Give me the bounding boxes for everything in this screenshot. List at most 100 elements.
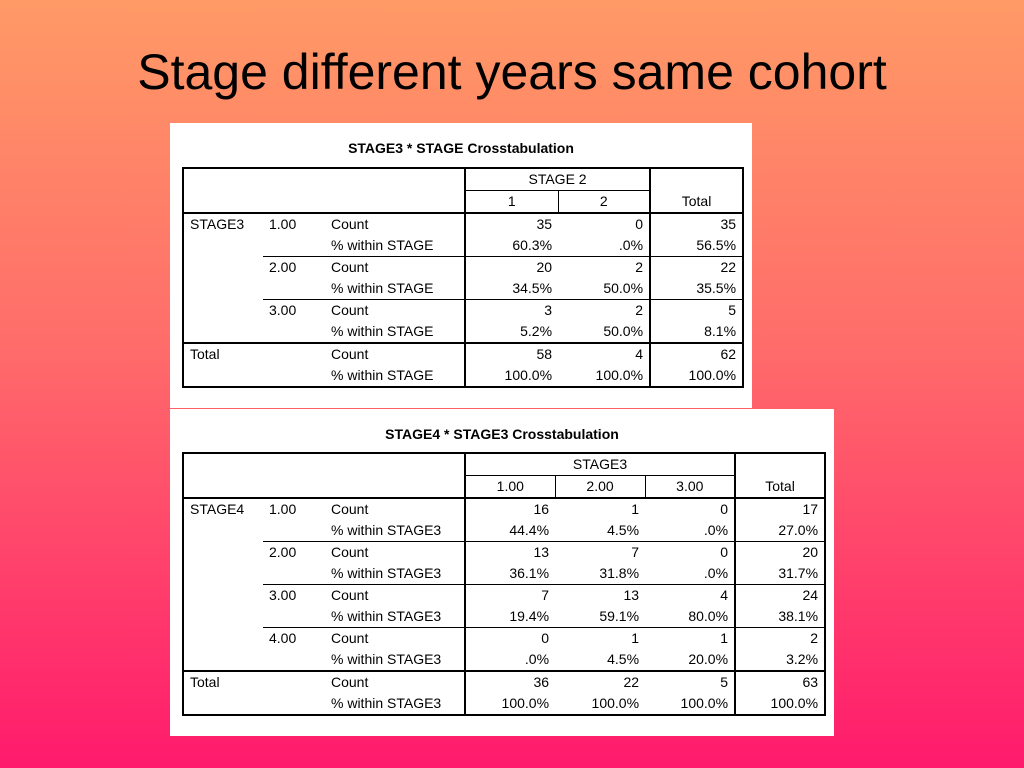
value-cell: 59.1% [599,608,640,624]
value-cell: 50.0% [603,280,644,296]
percent-label: % within STAGE3 [331,522,442,538]
percent-label: % within STAGE3 [331,695,442,711]
total-row-label: Total [183,670,263,693]
value-cell: .0% [618,237,644,253]
table-row: STAGE3 1.00 Count 35 0 35 [183,212,744,235]
total-cell: 8.1% [649,321,744,343]
count-label: Count [325,670,466,693]
count-label: Count [325,497,466,520]
table-row: % within STAGE 60.3% .0% 56.5% [183,235,744,257]
value-cell: 44.4% [464,520,556,542]
value-cell: 35 [464,212,559,235]
value-cell: 100.0% [595,367,644,383]
value-cell: .0% [464,649,556,671]
value-cell: 2 [558,299,651,321]
row-category-label: 1.00 [263,497,325,520]
table-row: STAGE4 1.00 Count 16 1 0 17 [183,497,826,520]
row-category-label: 2.00 [263,541,325,563]
value-cell: 13 [464,541,556,563]
table-row: % within STAGE3 .0% 4.5% 20.0% 3.2% [183,649,826,671]
value-cell: 80.0% [688,608,729,624]
total-cell: 5 [649,299,744,321]
crosstab-title: STAGE3 * STAGE Crosstabulation [348,140,574,156]
count-label: Count [325,584,466,606]
count-label: Count [325,342,466,365]
value-cell: 36 [464,670,556,693]
column-group-header: STAGE 2 [464,168,651,191]
crosstab-panel-stage4: STAGE4 * STAGE3 Crosstabulation STAGE3 T… [170,409,834,736]
total-cell: 38.1% [734,606,826,628]
table-row: 4.00 Count 0 1 1 2 [183,627,826,649]
table-row: % within STAGE 5.2% 50.0% 8.1% [183,321,744,343]
value-cell: 60.3% [464,235,559,257]
row-category-label: 1.00 [263,212,325,235]
column-header: 2 [557,190,651,213]
value-cell: .0% [703,522,729,538]
total-cell: 2 [734,627,826,649]
table-row: % within STAGE3 100.0% 100.0% 100.0% 100.0% [183,693,826,715]
column-header: 1.00 [464,475,556,498]
value-cell: 5 [645,670,736,693]
total-cell: 31.7% [734,563,826,585]
total-cell: 3.2% [734,649,826,671]
value-cell: 19.4% [464,606,556,628]
value-cell: 58 [464,342,559,365]
value-cell: 13 [555,584,646,606]
column-header: 2.00 [554,475,646,498]
percent-label: % within STAGE [331,367,434,383]
total-row-label: Total [183,342,263,365]
total-cell: 63 [734,670,826,693]
total-cell: 20 [734,541,826,563]
value-cell: 16 [464,497,556,520]
total-cell: 22 [649,256,744,278]
table-row: % within STAGE3 19.4% 59.1% 80.0% 38.1% [183,606,826,628]
value-cell: 31.8% [599,565,640,581]
count-label: Count [325,212,466,235]
table-row: Total Count 36 22 5 63 [183,670,826,693]
value-cell: 5.2% [464,321,559,343]
total-cell: 27.0% [734,520,826,542]
row-variable-label: STAGE4 [183,497,263,520]
total-cell: 56.5% [649,235,744,257]
row-category-label: 3.00 [263,584,325,606]
crosstab-table-stage4: STAGE3 Total 1.00 2.00 3.00 STAGE4 1.00 Co… [182,452,827,716]
value-cell: 36.1% [464,563,556,585]
total-cell: 35 [649,212,744,235]
crosstab-title: STAGE4 * STAGE3 Crosstabulation [385,426,619,442]
table-row: 3.00 Count 3 2 5 [183,299,744,321]
column-header: 3.00 [644,475,736,498]
row-variable-label: STAGE3 [183,212,263,235]
value-cell: 3 [464,299,559,321]
value-cell: .0% [703,565,729,581]
value-cell: 0 [464,627,556,649]
total-cell: 35.5% [649,278,744,300]
count-label: Count [325,299,466,321]
row-category-label: 4.00 [263,627,325,649]
percent-label: % within STAGE3 [331,608,442,624]
header-corner [183,453,465,498]
value-cell: 20 [464,256,559,278]
value-cell: 22 [555,670,646,693]
value-cell: 100.0% [464,693,556,715]
slide-title: Stage different years same cohort [137,44,887,100]
value-cell: 34.5% [464,278,559,300]
percent-label: % within STAGE [331,323,434,339]
crosstab-table-stage3: STAGE 2 Total 1 2 STAGE3 1.00 Count 35 0 35% … [182,167,745,388]
table-row: 2.00 Count 13 7 0 20 [183,541,826,563]
total-column-header: Total [649,168,744,213]
percent-label: % within STAGE [331,280,434,296]
total-cell: 17 [734,497,826,520]
column-group-header: STAGE3 [464,453,736,476]
table-row: % within STAGE3 44.4% 4.5% .0% 27.0% [183,520,826,542]
count-label: Count [325,256,466,278]
total-cell: 100.0% [649,365,744,387]
row-category-label: 3.00 [263,299,325,321]
value-cell: 100.0% [464,365,559,387]
value-cell: 1 [555,497,646,520]
percent-label: % within STAGE3 [331,565,442,581]
total-cell: 62 [649,342,744,365]
table-row: % within STAGE 100.0% 100.0% 100.0% [183,365,744,387]
value-cell: 4 [558,342,651,365]
value-cell: 7 [464,584,556,606]
value-cell: 1 [555,627,646,649]
